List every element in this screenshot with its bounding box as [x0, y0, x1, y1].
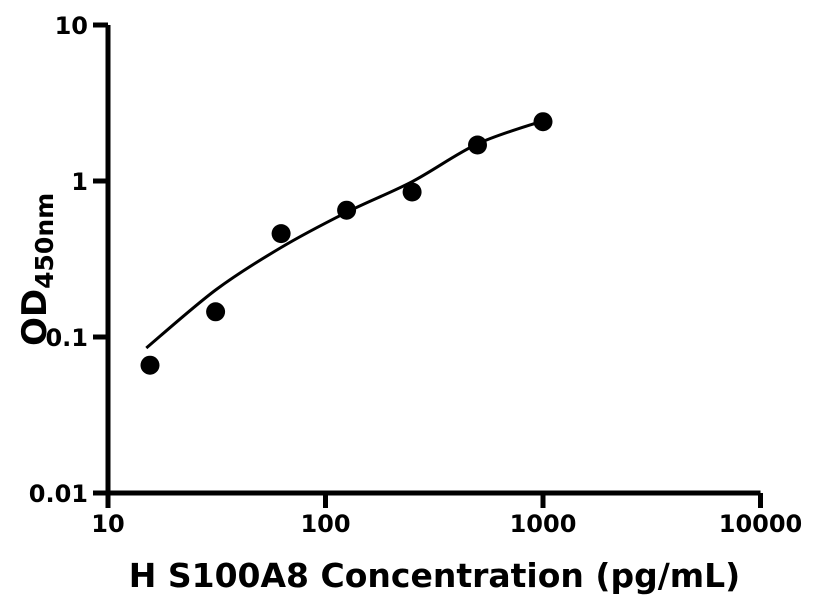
- y-axis-tick-label: 10: [55, 12, 88, 40]
- fit-curve-line: [145, 119, 544, 350]
- data-point: [140, 355, 160, 375]
- data-point: [337, 200, 357, 220]
- y-axis-title: OD450nm: [12, 192, 59, 346]
- data-point: [533, 112, 553, 132]
- x-axis-tick-label: 1000: [510, 510, 577, 538]
- y-axis-tick-label: 0.01: [29, 480, 88, 508]
- x-axis-tick-label: 10000: [719, 510, 803, 538]
- x-axis-tick-label: 10: [91, 510, 124, 538]
- x-axis-tick-label: 100: [300, 510, 350, 538]
- axis-spines: [105, 25, 761, 496]
- y-axis-title-subscript: 450nm: [30, 192, 59, 289]
- data-point: [271, 224, 291, 244]
- y-axis-title-main: OD: [15, 288, 55, 346]
- data-point: [206, 302, 226, 322]
- data-point: [468, 135, 487, 155]
- x-axis-title: H S100A8 Concentration (pg/mL): [128, 556, 741, 595]
- y-axis-tick-label: 1: [71, 168, 88, 196]
- data-point: [402, 182, 422, 202]
- y-axis-tick-label: 0.1: [45, 324, 88, 352]
